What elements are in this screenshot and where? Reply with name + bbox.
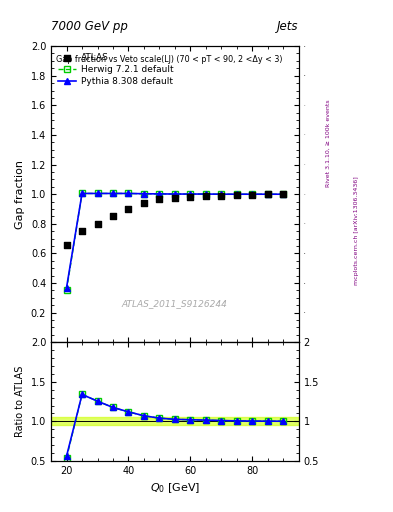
ATLAS bbox=[63, 241, 70, 249]
Pythia 8.308 default bbox=[204, 191, 208, 197]
Herwig 7.2.1 default bbox=[111, 190, 116, 197]
ATLAS bbox=[233, 191, 240, 199]
ATLAS bbox=[141, 199, 147, 207]
Pythia 8.308 default bbox=[281, 191, 286, 197]
Herwig 7.2.1 default bbox=[141, 190, 146, 197]
Herwig 7.2.1 default bbox=[64, 287, 69, 293]
Pythia 8.308 default bbox=[111, 190, 116, 197]
Herwig 7.2.1 default bbox=[80, 190, 84, 197]
Bar bbox=[51, 417, 299, 425]
Herwig 7.2.1 default bbox=[204, 191, 208, 197]
ATLAS bbox=[125, 205, 132, 213]
ATLAS bbox=[110, 211, 116, 220]
Text: 7000 GeV pp: 7000 GeV pp bbox=[51, 20, 128, 33]
Pythia 8.308 default bbox=[157, 191, 162, 197]
Pythia 8.308 default bbox=[250, 191, 255, 197]
Pythia 8.308 default bbox=[234, 191, 239, 197]
ATLAS bbox=[280, 190, 286, 199]
Pythia 8.308 default bbox=[95, 190, 100, 197]
Pythia 8.308 default bbox=[141, 190, 146, 197]
ATLAS bbox=[172, 194, 178, 202]
Pythia 8.308 default bbox=[80, 190, 84, 197]
Herwig 7.2.1 default bbox=[219, 191, 224, 197]
Y-axis label: Gap fraction: Gap fraction bbox=[15, 160, 25, 229]
Pythia 8.308 default bbox=[126, 190, 131, 197]
Legend: ATLAS, Herwig 7.2.1 default, Pythia 8.308 default: ATLAS, Herwig 7.2.1 default, Pythia 8.30… bbox=[55, 51, 176, 89]
Herwig 7.2.1 default bbox=[157, 191, 162, 197]
ATLAS bbox=[156, 195, 163, 203]
Herwig 7.2.1 default bbox=[173, 191, 177, 197]
Text: Jets: Jets bbox=[277, 20, 299, 33]
X-axis label: $Q_0$ [GeV]: $Q_0$ [GeV] bbox=[150, 481, 200, 495]
Text: ATLAS_2011_S9126244: ATLAS_2011_S9126244 bbox=[122, 300, 228, 308]
Herwig 7.2.1 default bbox=[188, 191, 193, 197]
Text: mcplots.cern.ch [arXiv:1306.3436]: mcplots.cern.ch [arXiv:1306.3436] bbox=[354, 176, 359, 285]
Herwig 7.2.1 default bbox=[265, 191, 270, 197]
ATLAS bbox=[94, 220, 101, 228]
Pythia 8.308 default bbox=[265, 191, 270, 197]
Pythia 8.308 default bbox=[64, 285, 69, 291]
Herwig 7.2.1 default bbox=[126, 190, 131, 197]
ATLAS bbox=[203, 193, 209, 201]
Herwig 7.2.1 default bbox=[95, 190, 100, 197]
Line: Pythia 8.308 default: Pythia 8.308 default bbox=[64, 190, 286, 290]
ATLAS bbox=[218, 191, 224, 200]
Line: Herwig 7.2.1 default: Herwig 7.2.1 default bbox=[64, 190, 286, 292]
ATLAS bbox=[187, 193, 193, 201]
Pythia 8.308 default bbox=[188, 191, 193, 197]
Herwig 7.2.1 default bbox=[281, 191, 286, 197]
Y-axis label: Ratio to ATLAS: Ratio to ATLAS bbox=[15, 366, 25, 437]
Text: Rivet 3.1.10, ≥ 100k events: Rivet 3.1.10, ≥ 100k events bbox=[326, 99, 331, 187]
ATLAS bbox=[249, 190, 255, 199]
ATLAS bbox=[264, 190, 271, 199]
Pythia 8.308 default bbox=[173, 191, 177, 197]
Herwig 7.2.1 default bbox=[234, 191, 239, 197]
Text: Gap fraction vs Veto scale(LJ) (70 < pT < 90, 2 <Δy < 3): Gap fraction vs Veto scale(LJ) (70 < pT … bbox=[56, 55, 283, 64]
ATLAS bbox=[79, 227, 85, 236]
Pythia 8.308 default bbox=[219, 191, 224, 197]
Herwig 7.2.1 default bbox=[250, 191, 255, 197]
